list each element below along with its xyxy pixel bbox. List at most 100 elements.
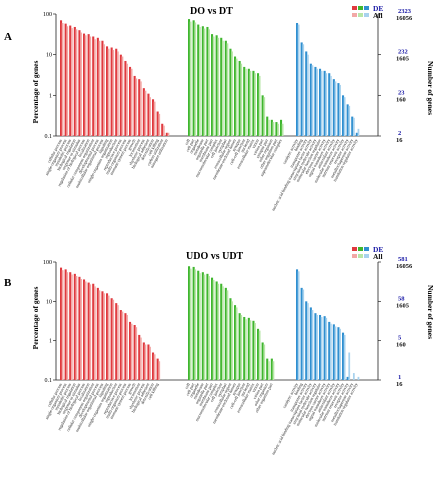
bar-all bbox=[198, 273, 201, 380]
bar-de bbox=[275, 122, 278, 136]
bar-all bbox=[149, 97, 151, 136]
y2-tick-label-de: 58 bbox=[398, 295, 405, 302]
bar-de bbox=[92, 36, 95, 136]
y2-tick-label-de: 2 bbox=[398, 130, 401, 137]
bar-all bbox=[240, 63, 243, 136]
bar-all bbox=[217, 37, 220, 136]
bar-all bbox=[221, 286, 224, 380]
bar-de bbox=[215, 35, 218, 137]
bar-all bbox=[339, 328, 341, 380]
bar-de bbox=[110, 298, 113, 380]
bar-all bbox=[316, 314, 318, 380]
bar-de bbox=[129, 66, 132, 136]
panel-b: B UDO vs UDT Percentage of genes Number … bbox=[4, 245, 435, 456]
bar-all bbox=[334, 326, 337, 380]
bar-all bbox=[126, 63, 128, 136]
bar-de bbox=[142, 88, 145, 136]
bar-de bbox=[110, 47, 113, 136]
bar-all bbox=[203, 274, 206, 380]
bar-de bbox=[78, 30, 81, 137]
x-category-label: cell bbox=[184, 381, 192, 389]
x-category-label: synapse bbox=[231, 382, 242, 396]
bar-de bbox=[73, 26, 76, 136]
bar-de bbox=[211, 277, 214, 380]
bar-all bbox=[240, 314, 243, 380]
bar-all bbox=[93, 39, 96, 136]
bar-all bbox=[320, 316, 323, 380]
bar-all bbox=[348, 105, 351, 136]
bar-all bbox=[189, 21, 192, 136]
y-tick-label: 100 bbox=[43, 260, 52, 266]
bar-de bbox=[224, 40, 227, 136]
x-category-label: cell bbox=[184, 137, 192, 145]
y2-tick-label-all: 16 bbox=[396, 137, 403, 144]
chart-title: DO vs DT bbox=[190, 6, 233, 17]
bar-de bbox=[337, 83, 340, 136]
bar-de bbox=[314, 313, 317, 380]
bar-de bbox=[133, 75, 136, 136]
bar-de bbox=[119, 54, 122, 136]
bar-de bbox=[133, 325, 136, 380]
bar-de bbox=[247, 317, 250, 380]
bar-all bbox=[158, 361, 161, 380]
bar-de bbox=[83, 33, 86, 137]
x-category-label: nucleoid bbox=[239, 137, 251, 153]
panel-label: A bbox=[4, 31, 12, 43]
bar-de bbox=[229, 48, 232, 137]
bar-all bbox=[116, 305, 119, 380]
legend-swatch-red-de bbox=[352, 6, 357, 10]
bar-all bbox=[107, 48, 110, 137]
bar-all bbox=[208, 276, 210, 380]
bar-all bbox=[130, 68, 133, 136]
legend-de-label: DE bbox=[373, 245, 383, 254]
bar-de bbox=[64, 23, 67, 137]
bar-all bbox=[297, 271, 300, 380]
bar-all bbox=[167, 132, 170, 136]
bar-all bbox=[357, 128, 360, 136]
bar-all bbox=[116, 51, 119, 137]
bar-de bbox=[305, 51, 308, 137]
bar-all bbox=[258, 330, 261, 380]
bar-all bbox=[339, 84, 341, 136]
y-tick-label: 0.1 bbox=[45, 134, 53, 140]
bar-de bbox=[300, 287, 303, 380]
bar-de bbox=[119, 310, 122, 380]
bar-de bbox=[346, 104, 349, 136]
bar-all bbox=[126, 314, 128, 380]
bar-de bbox=[309, 63, 312, 136]
bar-all bbox=[80, 32, 82, 137]
bar-all bbox=[103, 293, 105, 380]
legend-swatch-green-all bbox=[358, 13, 363, 17]
bar-all bbox=[249, 70, 252, 136]
bar-de bbox=[96, 37, 99, 136]
y-tick-label: 1 bbox=[49, 93, 52, 99]
bar-all bbox=[212, 279, 215, 380]
bar-de bbox=[124, 60, 127, 136]
bar-de bbox=[220, 37, 223, 136]
bar-all bbox=[98, 40, 101, 136]
bar-de bbox=[156, 111, 159, 136]
bar-de bbox=[257, 73, 260, 136]
bar-de bbox=[280, 119, 283, 136]
y2-tick-label-de: 1 bbox=[398, 374, 401, 381]
y2-tick-label-all: 160 bbox=[396, 342, 406, 349]
x-category-label: growth bbox=[126, 381, 136, 395]
bar-all bbox=[281, 123, 284, 136]
legend-swatch-green-de bbox=[358, 247, 363, 251]
y2-axis-label: Number of genes bbox=[426, 61, 435, 115]
y-tick-label: 1 bbox=[49, 339, 52, 345]
bar-de bbox=[142, 342, 145, 380]
x-category-label: symplast bbox=[216, 137, 228, 153]
y2-tick-label-all: 16056 bbox=[396, 15, 413, 22]
bar-all bbox=[217, 283, 220, 380]
bar-de bbox=[332, 324, 335, 380]
x-category-label: growth bbox=[126, 137, 136, 151]
bar-de bbox=[247, 68, 250, 136]
bar-de bbox=[328, 73, 331, 136]
y2-tick-label-all: 160 bbox=[396, 96, 406, 103]
bar-all bbox=[263, 344, 266, 380]
bar-de bbox=[266, 116, 269, 136]
bar-de bbox=[201, 272, 204, 380]
bar-all bbox=[121, 56, 124, 137]
